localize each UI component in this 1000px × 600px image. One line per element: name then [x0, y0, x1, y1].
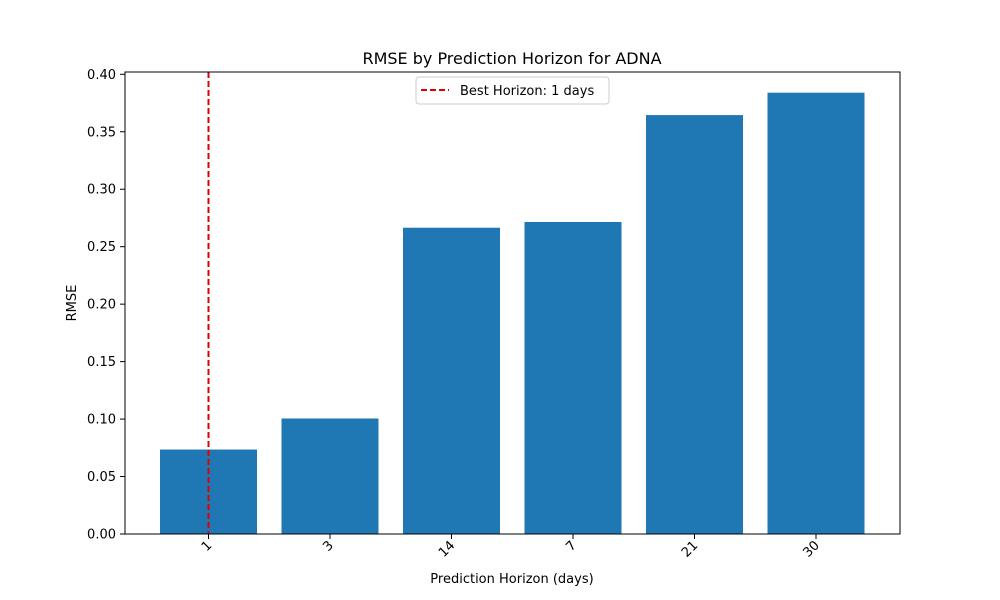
- x-tick-label: 14: [436, 538, 458, 560]
- legend: Best Horizon: 1 days: [415, 76, 610, 105]
- legend-label: Best Horizon: 1 days: [460, 84, 594, 99]
- x-tick-label: 7: [563, 538, 579, 554]
- y-tick-label: 0.35: [87, 125, 116, 140]
- y-tick-label: 0.15: [87, 355, 116, 370]
- bar-7: [524, 221, 622, 535]
- bar-21: [646, 115, 743, 534]
- chart-title: RMSE by Prediction Horizon for ADNA: [362, 49, 661, 68]
- y-tick-label: 0.20: [87, 298, 116, 313]
- legend-box: [415, 76, 610, 105]
- y-axis-label: RMSE: [65, 285, 80, 322]
- y-tick-label: 0.40: [87, 68, 116, 83]
- bars-group: [160, 92, 865, 535]
- y-tick-label: 0.05: [87, 470, 116, 485]
- x-tick-label: 21: [679, 538, 701, 560]
- x-tick-label: 3: [320, 538, 336, 554]
- y-tick-label: 0.25: [87, 240, 116, 255]
- x-axis-label: Prediction Horizon (days): [430, 572, 593, 587]
- bar-14: [403, 227, 500, 534]
- bar-30: [767, 92, 865, 534]
- bar-3: [281, 418, 379, 534]
- y-axis: 0.00 0.05 0.10 0.15 0.20 0.25 0.30 0.35 0.40: [87, 68, 125, 543]
- x-axis: 1 3 14 7 21 30: [199, 534, 823, 561]
- x-tick-label: 1: [199, 538, 215, 554]
- plot-frame: [124, 71, 901, 535]
- y-tick-label: 0.00: [87, 528, 116, 543]
- y-tick-label: 0.10: [87, 413, 116, 428]
- x-tick-label: 30: [801, 538, 823, 560]
- y-tick-label: 0.30: [87, 183, 116, 198]
